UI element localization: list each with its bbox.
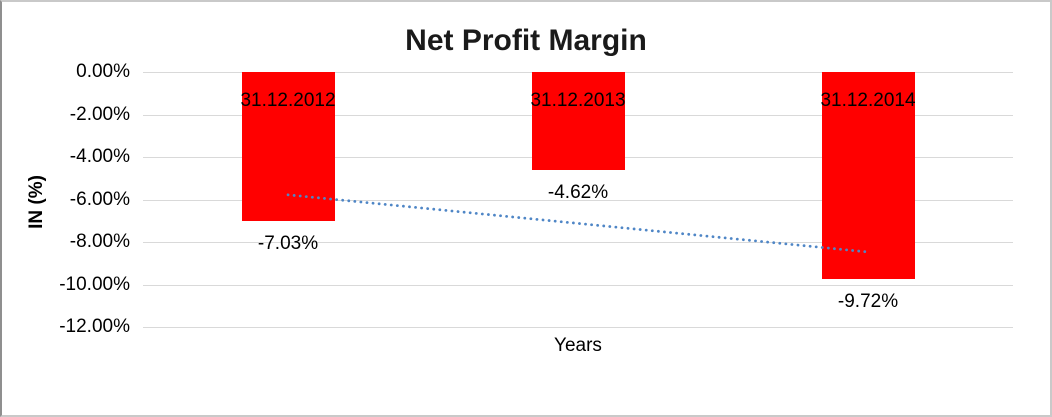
- y-tick-label: -2.00%: [69, 103, 130, 125]
- x-axis-title: Years: [554, 335, 602, 356]
- y-tick-label: -4.00%: [69, 146, 130, 167]
- bar-category-label: 31.12.2012: [240, 90, 336, 111]
- bar: [531, 72, 625, 171]
- bar-value-label: -4.62%: [547, 182, 609, 204]
- y-gridline: [143, 284, 1013, 286]
- bar-value-label: -9.72%: [837, 290, 899, 312]
- chart-title: Net Profit Margin: [405, 24, 647, 57]
- y-tick-label: -6.00%: [69, 188, 130, 210]
- bar-category-label: 31.12.2014: [820, 90, 916, 111]
- y-tick-label: -8.00%: [69, 231, 130, 252]
- y-tick-label: -12.00%: [59, 316, 130, 337]
- y-gridline: [143, 327, 1013, 328]
- y-tick-label: -10.00%: [59, 273, 130, 295]
- bar-value-label: -7.03%: [257, 233, 319, 255]
- bar-category-label: 31.12.2013: [530, 90, 626, 111]
- y-tick-label: 0.00%: [76, 61, 130, 82]
